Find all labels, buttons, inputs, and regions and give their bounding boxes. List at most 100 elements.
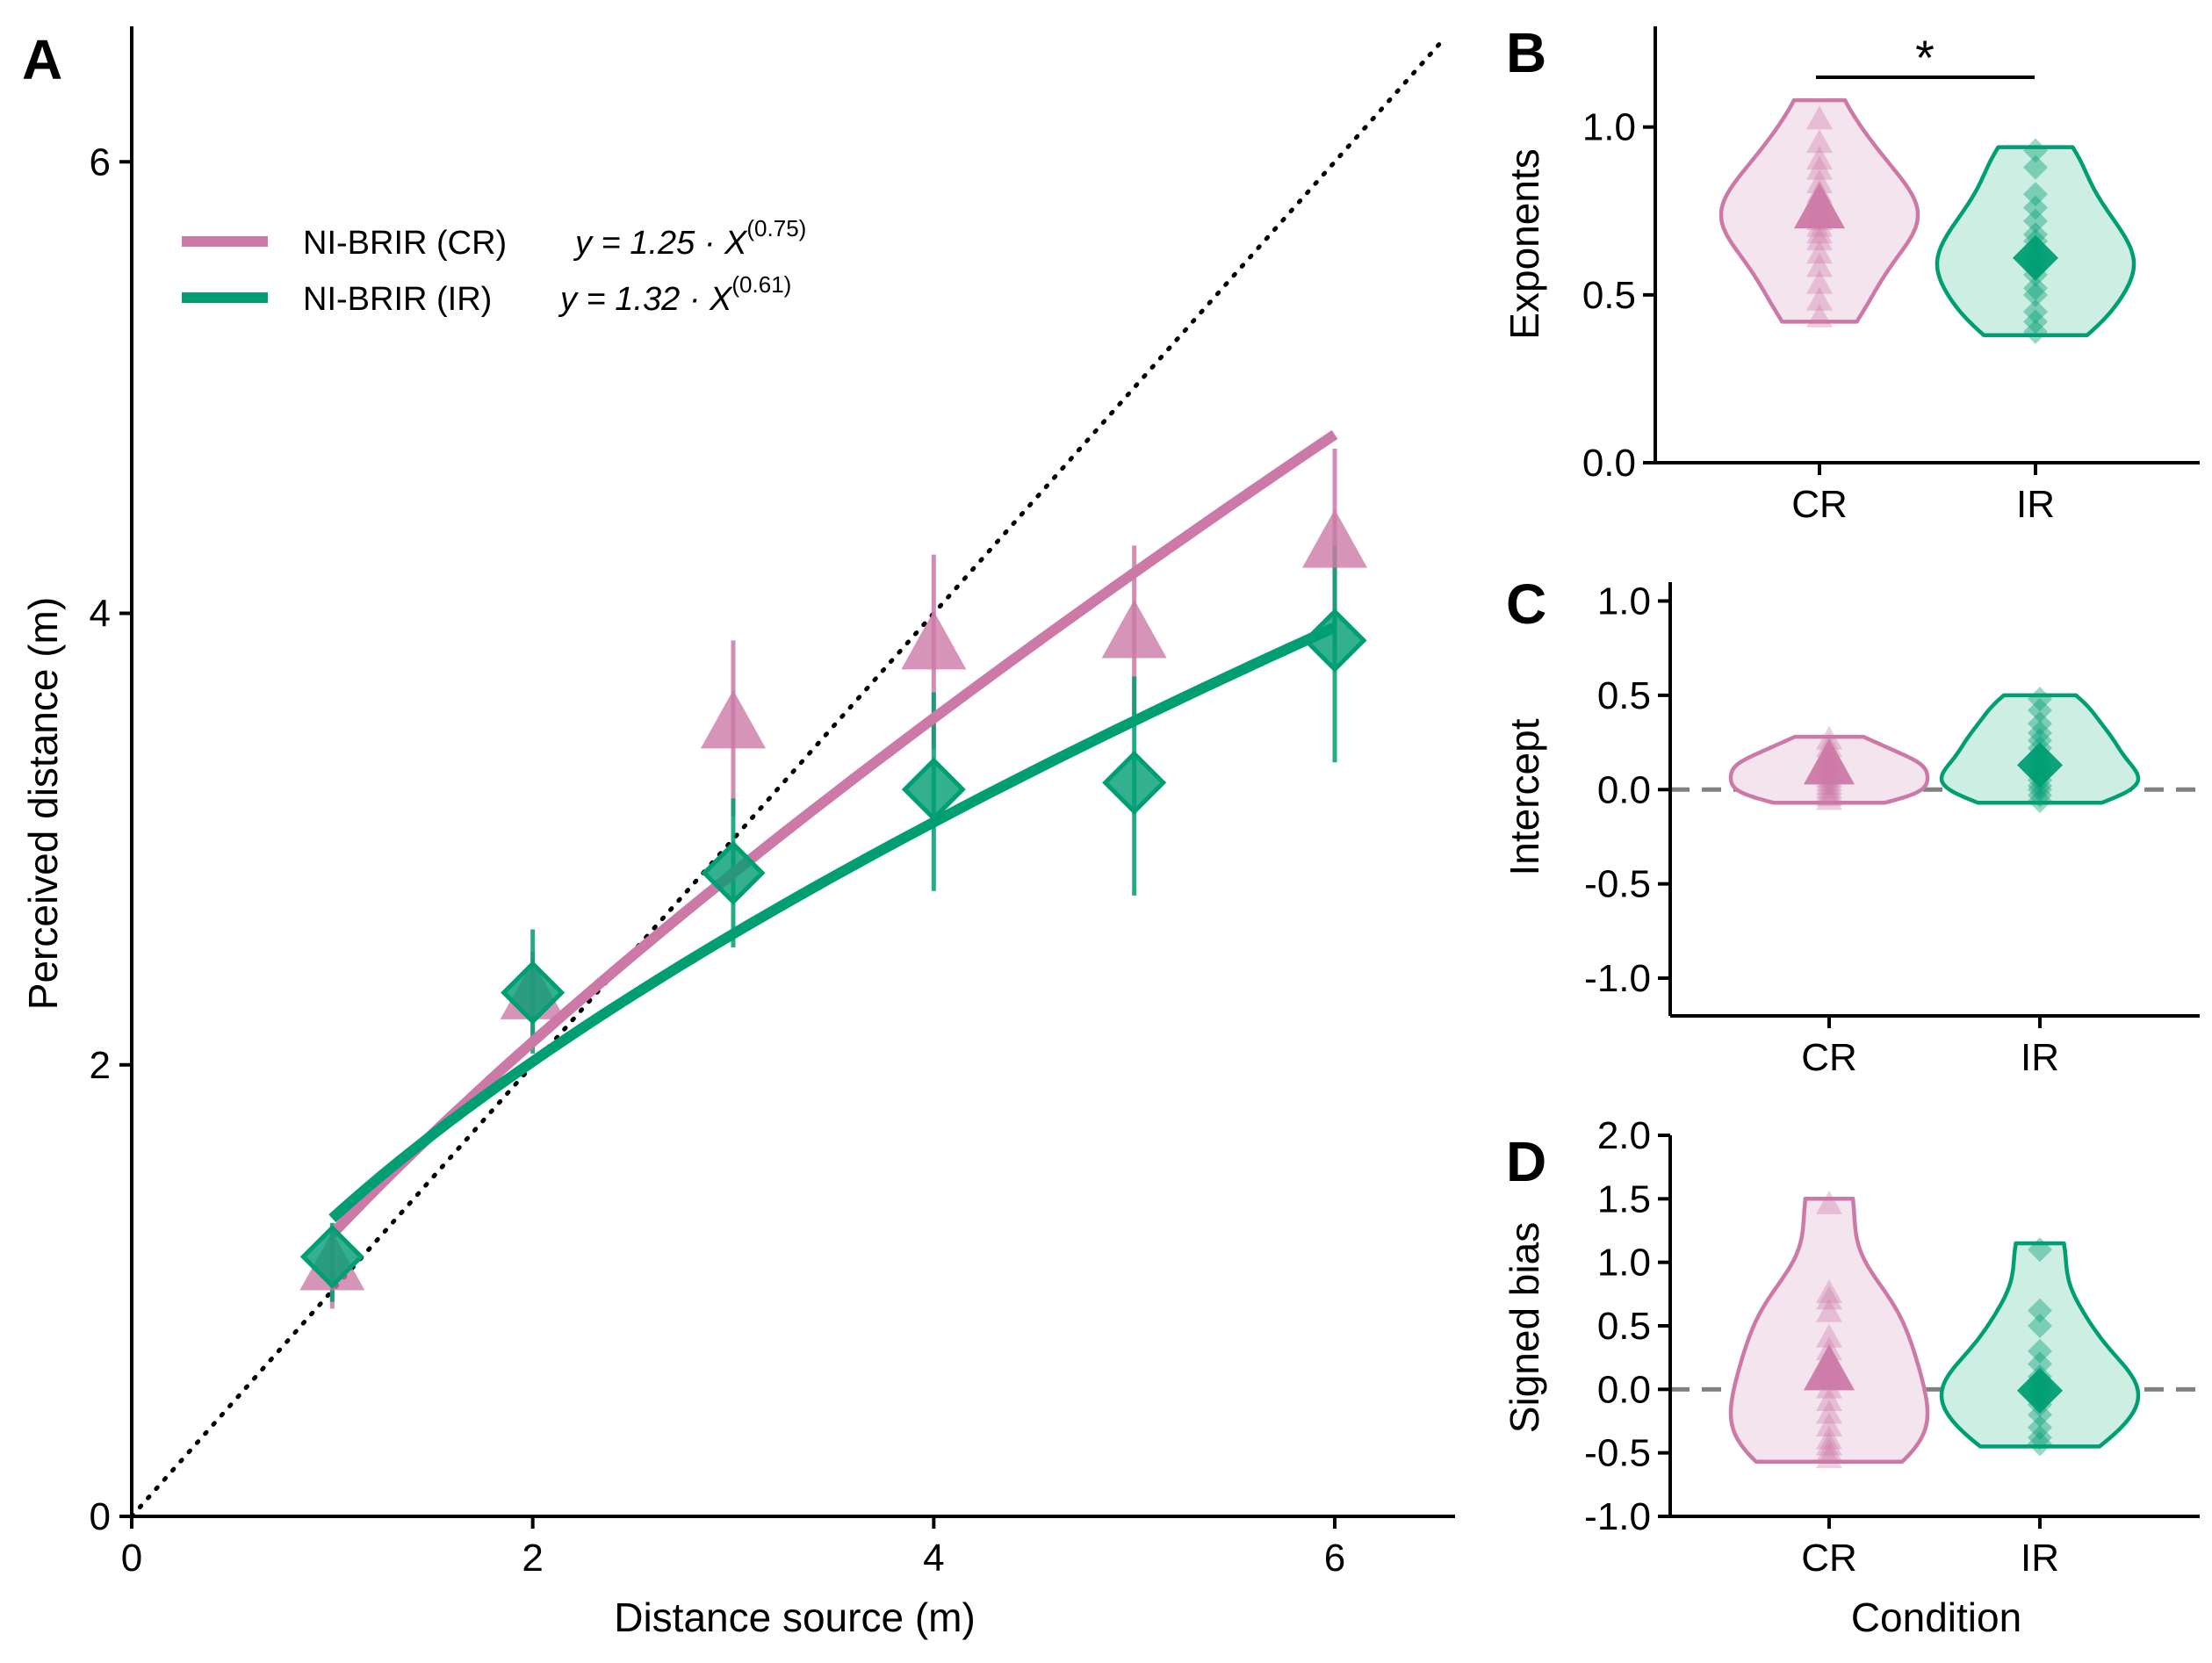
point-ir [2023, 195, 2048, 220]
marker-ir-6 [1302, 608, 1367, 673]
y-tick-label: 0.5 [1597, 674, 1651, 717]
equation-text-cr: y = 1.25 · X [573, 225, 748, 262]
y-tick-label: -1.0 [1584, 1495, 1651, 1538]
point-cr [1816, 1425, 1842, 1450]
point-ir [2023, 182, 2048, 207]
point-cr [1816, 1279, 1842, 1304]
point-ir [2023, 155, 2048, 180]
point-cr [1816, 1298, 1842, 1322]
point-ir [2028, 728, 2052, 753]
point-ir [2023, 319, 2048, 344]
point-ir [2023, 208, 2048, 234]
x-axis-title-d: Condition [1851, 1595, 2021, 1640]
point-cr [1816, 1190, 1842, 1214]
y-tick-label: 1.0 [1582, 106, 1636, 149]
point-cr [1806, 146, 1833, 170]
violin-ir [1939, 1241, 2141, 1449]
y-tick-label: -0.5 [1584, 1432, 1651, 1475]
marker-ir-2 [501, 960, 566, 1026]
point-ir [2028, 1338, 2052, 1364]
y-tick-label-a: 0 [90, 1495, 111, 1538]
y-tick-label: 1.5 [1597, 1177, 1651, 1220]
y-tick-label: 0.0 [1597, 1368, 1651, 1411]
power-fit-lines [328, 429, 1338, 1238]
mean-markers [299, 509, 1367, 1291]
point-cr [1806, 169, 1833, 193]
mean-marker-cr [1804, 738, 1855, 785]
equation-exponent-ir: (0.61) [731, 271, 791, 298]
y-tick-label-a: 2 [90, 1044, 111, 1087]
point-ir [2028, 698, 2052, 724]
point-cr [1816, 1431, 1842, 1456]
legend-equation-cr: y = 1.25 · X(0.75) [573, 215, 806, 262]
y-axis-title-c: Intercept [1502, 718, 1547, 875]
identity-reference-line [129, 35, 1448, 1519]
y-tick-label: 0.5 [1597, 1305, 1651, 1348]
marker-cr-5 [1101, 599, 1167, 659]
x-tick-label-a: 6 [1324, 1537, 1345, 1580]
point-cr [1816, 725, 1842, 750]
point-cr [1806, 286, 1833, 311]
y-axis-title-d: Signed bias [1502, 1222, 1547, 1433]
point-cr [1806, 155, 1833, 180]
y-tick-label: -1.0 [1584, 957, 1651, 1000]
mean-marker-ir [2017, 1367, 2063, 1414]
x-tick-label-a: 0 [121, 1537, 142, 1580]
y-tick-label: 1.0 [1597, 1242, 1651, 1285]
x-axis-title-a: Distance source (m) [614, 1595, 976, 1640]
marker-cr-3 [701, 689, 766, 749]
panel-letter-b: B [1506, 21, 1546, 84]
panel-letter-d: D [1506, 1130, 1546, 1193]
point-cr [1806, 303, 1833, 328]
panel-d-plot-area: -1.0 -0.5 0.0 0.5 1.0 1.5 2.0 CR IR [1584, 1114, 2200, 1580]
panel-d-violin: D -1.0 -0.5 0.0 0.5 1.0 1.5 2.0 CR IR Signed bia… [1502, 1114, 2200, 1640]
point-cr [1816, 1387, 1842, 1412]
marker-cr-4 [901, 610, 967, 670]
panel-a-scatter: A 0 2 4 6 0 2 4 6 NI-BRIR (CR) y = 1.25 · X(0.7… [20, 26, 1455, 1640]
point-ir [2028, 1314, 2052, 1338]
legend-label-cr: NI-BRIR (CR) [303, 225, 507, 262]
y-axis-title-a: Perceived distance (m) [20, 597, 66, 1010]
point-ir [2028, 1402, 2052, 1428]
mean-marker-cr [1804, 1344, 1855, 1391]
marker-ir-4 [901, 757, 966, 822]
mean-marker-ir [2013, 234, 2058, 281]
x-tick-label-cr: CR [1801, 1537, 1857, 1580]
point-ir [2023, 138, 2048, 163]
point-ir [2028, 1351, 2052, 1377]
x-tick-label-cr: CR [1801, 1036, 1857, 1079]
legend-label-ir: NI-BRIR (IR) [303, 281, 492, 318]
point-cr [1816, 1444, 1842, 1469]
panel-c-plot-area: -1.0 -0.5 0.0 0.5 1.0 CR IR [1584, 580, 2200, 1079]
y-tick-label-a: 4 [90, 593, 111, 636]
x-tick-label-a: 4 [923, 1537, 944, 1580]
point-cr [1806, 253, 1833, 277]
point-ir [2028, 687, 2052, 712]
violin-cr [1728, 1197, 1930, 1465]
point-cr [1816, 1412, 1842, 1436]
point-cr [1806, 129, 1833, 154]
equation-text-ir: y = 1.32 · X [558, 281, 733, 318]
point-ir [2023, 276, 2048, 301]
point-ir [2028, 1425, 2052, 1451]
legend: NI-BRIR (CR) y = 1.25 · X(0.75) NI-BRIR … [182, 215, 806, 318]
mean-marker-ir [2017, 742, 2063, 788]
point-cr [1816, 786, 1842, 810]
y-tick-label: 1.0 [1597, 580, 1651, 623]
point-ir [2028, 777, 2052, 803]
point-cr [1816, 1285, 1842, 1310]
point-ir [2023, 299, 2048, 324]
point-ir [2028, 1431, 2052, 1457]
point-cr [1806, 270, 1833, 294]
y-tick-label: 0.0 [1582, 442, 1636, 485]
point-ir [2023, 309, 2048, 335]
point-ir [2023, 282, 2048, 307]
x-tick-label-a: 2 [522, 1537, 543, 1580]
point-cr [1816, 1437, 1842, 1462]
x-tick-label-ir: IR [2021, 1036, 2059, 1079]
marker-cr-6 [1302, 509, 1367, 568]
x-tick-label-cr: CR [1791, 483, 1848, 526]
y-tick-label-a: 6 [90, 140, 111, 184]
